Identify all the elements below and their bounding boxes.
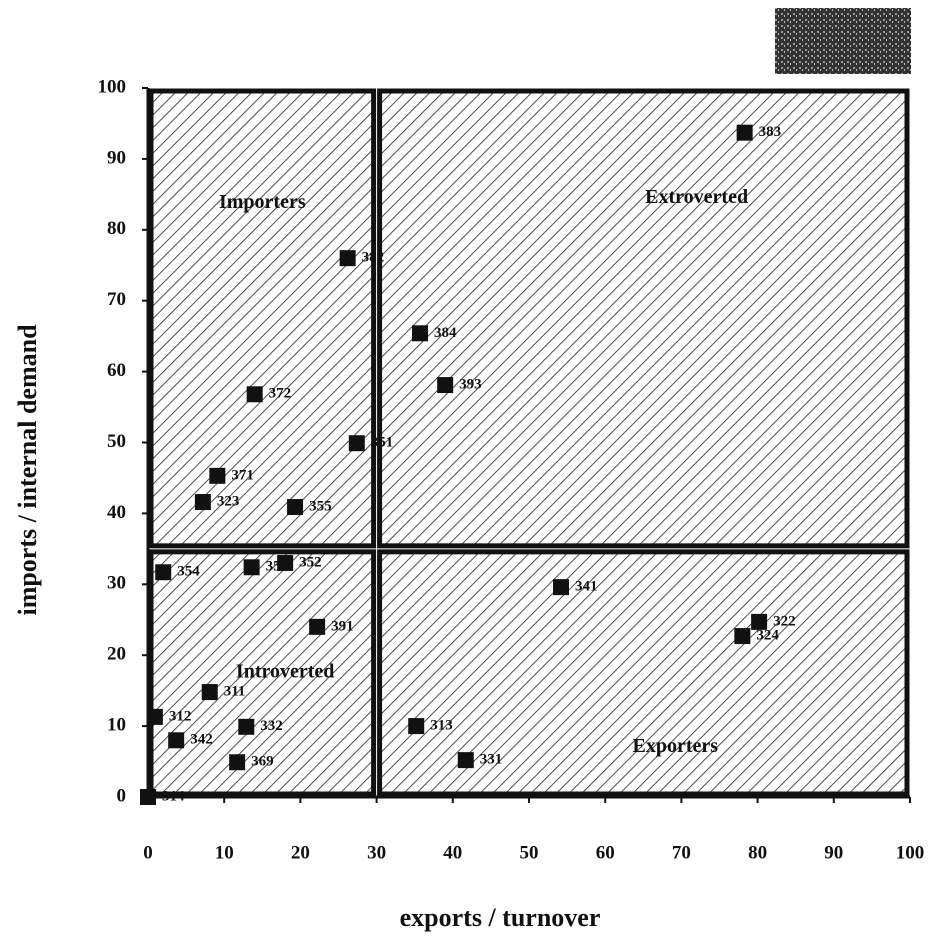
point-label: 384 bbox=[434, 325, 457, 341]
region-label: Extroverted bbox=[645, 186, 748, 208]
y-tick-label: 60 bbox=[107, 360, 126, 381]
point bbox=[437, 377, 453, 393]
point-label: 354 bbox=[177, 564, 200, 580]
x-tick-label: 50 bbox=[520, 842, 539, 863]
chart: Importers Extroverted Introverted Exporters… bbox=[0, 0, 933, 939]
point-label: 312 bbox=[169, 708, 192, 724]
point bbox=[412, 325, 428, 341]
x-tick-label: 40 bbox=[443, 842, 462, 863]
region bbox=[380, 91, 907, 546]
x-tick-label: 60 bbox=[596, 842, 615, 863]
y-tick-label: 40 bbox=[107, 502, 126, 523]
point-label: 314 bbox=[162, 788, 185, 804]
point-label: 313 bbox=[430, 718, 453, 734]
point bbox=[168, 732, 184, 748]
point-label: 342 bbox=[190, 732, 213, 748]
region-label: Exporters bbox=[633, 735, 719, 757]
point-label: 331 bbox=[480, 752, 503, 768]
x-tick-label: 100 bbox=[896, 842, 925, 863]
point-label: 393 bbox=[459, 377, 482, 393]
x-tick-label: 0 bbox=[143, 842, 153, 863]
point bbox=[229, 754, 245, 770]
point bbox=[147, 709, 163, 725]
point bbox=[553, 579, 569, 595]
region-label: Importers bbox=[219, 191, 306, 213]
point bbox=[734, 628, 750, 644]
point-label: 369 bbox=[251, 754, 273, 770]
point-label: 382 bbox=[362, 250, 385, 266]
point bbox=[155, 564, 171, 580]
point bbox=[247, 386, 263, 402]
x-tick-label: 70 bbox=[672, 842, 691, 863]
y-tick-label: 90 bbox=[107, 147, 126, 168]
point-label: 351 bbox=[371, 435, 394, 451]
point-label: 332 bbox=[260, 718, 283, 734]
point-label: 311 bbox=[224, 684, 246, 700]
point bbox=[202, 684, 218, 700]
region bbox=[151, 91, 374, 546]
y-tick-label: 10 bbox=[107, 714, 126, 735]
point bbox=[458, 752, 474, 768]
point-label: 352 bbox=[299, 554, 322, 570]
point bbox=[349, 435, 365, 451]
y-tick-label: 50 bbox=[107, 431, 126, 452]
y-tick-label: 100 bbox=[98, 76, 127, 97]
x-tick-label: 20 bbox=[291, 842, 310, 863]
point-label: 341 bbox=[575, 579, 598, 595]
x-tick-label: 10 bbox=[215, 842, 234, 863]
point bbox=[195, 494, 211, 510]
point bbox=[140, 789, 156, 805]
y-tick-label: 0 bbox=[117, 785, 127, 806]
point-label: 371 bbox=[231, 467, 254, 483]
point bbox=[408, 718, 424, 734]
point-label: 355 bbox=[309, 498, 332, 514]
x-tick-label: 30 bbox=[367, 842, 386, 863]
y-tick-label: 80 bbox=[107, 218, 126, 239]
regions: Importers Extroverted Introverted Exporters bbox=[151, 91, 907, 794]
point bbox=[238, 719, 254, 735]
x-tick-label: 80 bbox=[748, 842, 767, 863]
point bbox=[244, 559, 260, 575]
point bbox=[737, 125, 753, 141]
y-tick-label: 70 bbox=[107, 289, 126, 310]
point bbox=[340, 250, 356, 266]
y-tick-label: 30 bbox=[107, 573, 126, 594]
y-tick-label: 20 bbox=[107, 644, 126, 665]
logo-box bbox=[775, 8, 911, 74]
point-label: 383 bbox=[759, 124, 782, 140]
x-axis-title: exports / turnover bbox=[400, 903, 601, 932]
point-label: 323 bbox=[217, 493, 240, 509]
point-label: 391 bbox=[331, 618, 354, 634]
point bbox=[277, 555, 293, 571]
region-label: Introverted bbox=[236, 661, 335, 683]
point-label: 324 bbox=[756, 627, 779, 643]
point bbox=[209, 468, 225, 484]
point bbox=[287, 499, 303, 515]
y-axis-title: imports / internal demand bbox=[13, 324, 42, 616]
x-tick-label: 90 bbox=[824, 842, 843, 863]
point-label: 372 bbox=[269, 386, 292, 402]
point bbox=[309, 619, 325, 635]
